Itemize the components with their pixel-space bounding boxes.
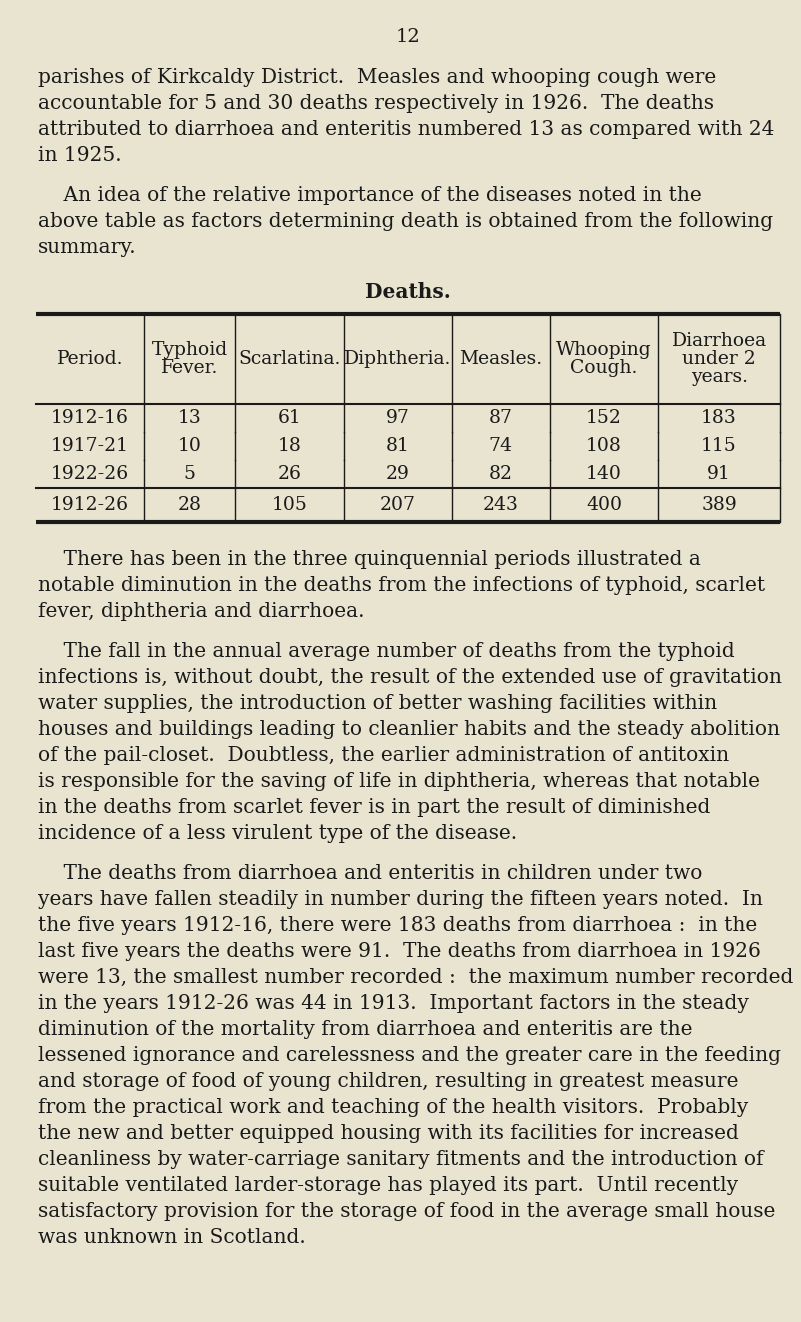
- Text: 400: 400: [586, 496, 622, 514]
- Text: summary.: summary.: [38, 238, 137, 256]
- Text: The fall in the annual average number of deaths from the typhoid: The fall in the annual average number of…: [38, 642, 735, 661]
- Text: infections is, without doubt, the result of the extended use of gravitation: infections is, without doubt, the result…: [38, 668, 782, 687]
- Text: 91: 91: [707, 465, 731, 483]
- Text: 12: 12: [396, 28, 421, 46]
- Text: years.: years.: [690, 368, 747, 386]
- Text: Measles.: Measles.: [459, 350, 542, 368]
- Text: houses and buildings leading to cleanlier habits and the steady abolition: houses and buildings leading to cleanlie…: [38, 720, 780, 739]
- Text: 243: 243: [483, 496, 519, 514]
- Text: suitable ventilated larder-storage has played its part.  Until recently: suitable ventilated larder-storage has p…: [38, 1177, 739, 1195]
- Text: Deaths.: Deaths.: [365, 282, 451, 301]
- Text: the five years 1912-16, there were 183 deaths from diarrhoea :  in the: the five years 1912-16, there were 183 d…: [38, 916, 757, 935]
- Text: 81: 81: [386, 438, 409, 455]
- Text: Whooping: Whooping: [556, 341, 652, 360]
- Text: 74: 74: [489, 438, 513, 455]
- Text: There has been in the three quinquennial periods illustrated a: There has been in the three quinquennial…: [38, 550, 701, 568]
- Text: Cough.: Cough.: [570, 360, 638, 377]
- Text: 1912-26: 1912-26: [51, 496, 129, 514]
- Text: lessened ignorance and carelessness and the greater care in the feeding: lessened ignorance and carelessness and …: [38, 1046, 781, 1066]
- Text: 207: 207: [380, 496, 416, 514]
- Text: years have fallen steadily in number during the fifteen years noted.  In: years have fallen steadily in number dur…: [38, 890, 763, 910]
- Text: 105: 105: [272, 496, 308, 514]
- Text: last five years the deaths were 91.  The deaths from diarrhoea in 1926: last five years the deaths were 91. The …: [38, 943, 761, 961]
- Text: 18: 18: [277, 438, 301, 455]
- Text: from the practical work and teaching of the health visitors.  Probably: from the practical work and teaching of …: [38, 1099, 748, 1117]
- Text: An idea of the relative importance of the diseases noted in the: An idea of the relative importance of th…: [38, 186, 702, 205]
- Text: fever, diphtheria and diarrhoea.: fever, diphtheria and diarrhoea.: [38, 602, 364, 621]
- Text: in 1925.: in 1925.: [38, 145, 122, 165]
- Text: were 13, the smallest number recorded :  the maximum number recorded: were 13, the smallest number recorded : …: [38, 968, 793, 988]
- Text: and storage of food of young children, resulting in greatest measure: and storage of food of young children, r…: [38, 1072, 739, 1091]
- Text: Scarlatina.: Scarlatina.: [238, 350, 340, 368]
- Text: in the years 1912-26 was 44 in 1913.  Important factors in the steady: in the years 1912-26 was 44 in 1913. Imp…: [38, 994, 749, 1013]
- Text: 1912-16: 1912-16: [51, 408, 129, 427]
- Text: attributed to diarrhoea and enteritis numbered 13 as compared with 24: attributed to diarrhoea and enteritis nu…: [38, 120, 775, 139]
- Text: parishes of Kirkcaldy District.  Measles and whooping cough were: parishes of Kirkcaldy District. Measles …: [38, 67, 716, 87]
- Text: water supplies, the introduction of better washing facilities within: water supplies, the introduction of bett…: [38, 694, 717, 713]
- Text: 152: 152: [586, 408, 622, 427]
- Text: cleanliness by water-carriage sanitary fitments and the introduction of: cleanliness by water-carriage sanitary f…: [38, 1150, 763, 1169]
- Text: in the deaths from scarlet fever is in part the result of diminished: in the deaths from scarlet fever is in p…: [38, 798, 710, 817]
- Text: accountable for 5 and 30 deaths respectively in 1926.  The deaths: accountable for 5 and 30 deaths respecti…: [38, 94, 714, 112]
- Text: Diphtheria.: Diphtheria.: [344, 350, 452, 368]
- Text: 115: 115: [701, 438, 737, 455]
- Text: 5: 5: [183, 465, 195, 483]
- Text: incidence of a less virulent type of the disease.: incidence of a less virulent type of the…: [38, 824, 517, 843]
- Text: above table as factors determining death is obtained from the following: above table as factors determining death…: [38, 212, 773, 231]
- Text: notable diminution in the deaths from the infections of typhoid, scarlet: notable diminution in the deaths from th…: [38, 576, 765, 595]
- Text: is responsible for the saving of life in diphtheria, whereas that notable: is responsible for the saving of life in…: [38, 772, 760, 791]
- Text: Fever.: Fever.: [161, 360, 219, 377]
- Text: 61: 61: [277, 408, 301, 427]
- Text: 10: 10: [178, 438, 202, 455]
- Text: the new and better equipped housing with its facilities for increased: the new and better equipped housing with…: [38, 1124, 739, 1144]
- Text: 13: 13: [178, 408, 202, 427]
- Text: of the pail-closet.  Doubtless, the earlier administration of antitoxin: of the pail-closet. Doubtless, the earli…: [38, 746, 729, 765]
- Text: satisfactory provision for the storage of food in the average small house: satisfactory provision for the storage o…: [38, 1202, 775, 1222]
- Text: 1917-21: 1917-21: [51, 438, 129, 455]
- Text: under 2: under 2: [682, 350, 756, 368]
- Text: was unknown in Scotland.: was unknown in Scotland.: [38, 1228, 306, 1247]
- Text: Period.: Period.: [57, 350, 123, 368]
- Text: 97: 97: [386, 408, 409, 427]
- Text: The deaths from diarrhoea and enteritis in children under two: The deaths from diarrhoea and enteritis …: [38, 865, 702, 883]
- Text: 1922-26: 1922-26: [51, 465, 129, 483]
- Text: 183: 183: [701, 408, 737, 427]
- Text: Typhoid: Typhoid: [151, 341, 227, 360]
- Text: 389: 389: [701, 496, 737, 514]
- Text: 87: 87: [489, 408, 513, 427]
- Text: 82: 82: [489, 465, 513, 483]
- Text: 140: 140: [586, 465, 622, 483]
- Text: 29: 29: [386, 465, 409, 483]
- Text: 108: 108: [586, 438, 622, 455]
- Text: Diarrhoea: Diarrhoea: [671, 332, 767, 350]
- Text: 26: 26: [277, 465, 301, 483]
- Text: diminution of the mortality from diarrhoea and enteritis are the: diminution of the mortality from diarrho…: [38, 1021, 693, 1039]
- Text: 28: 28: [178, 496, 202, 514]
